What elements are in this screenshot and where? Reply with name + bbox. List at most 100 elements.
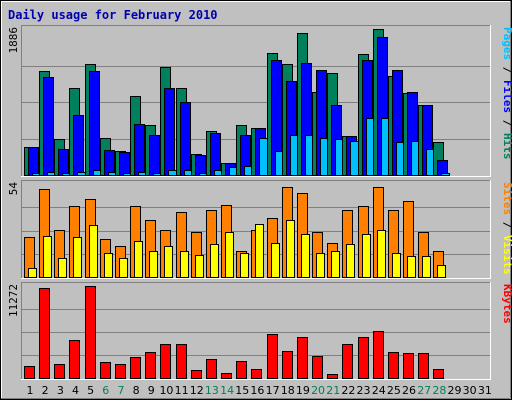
bar-visits-day-9 [149,251,158,278]
panel-hits-files-pages: 1886 Pages / Files / Hits [7,25,512,177]
bar-visits-day-1 [28,268,37,278]
x-tick-label-day-18: 18 [281,384,295,397]
legend-entry: Sites [501,182,512,215]
legend-entry: Hits [501,133,512,160]
bar-visits-day-18 [286,220,295,278]
x-tick-label-day-1: 1 [27,384,34,397]
bar-visits-day-27 [422,256,431,278]
bar-files-day-7 [119,152,130,176]
bars-kbytes [24,286,444,379]
bar-kbytes-day-1 [24,366,35,379]
bar-files-day-10 [164,88,175,176]
bar-kbytes-day-12 [191,370,202,379]
bar-visits-day-4 [73,237,82,278]
bar-visits-day-23 [362,234,371,278]
x-tick-label-day-11: 11 [175,384,189,397]
bar-kbytes-day-25 [388,352,399,379]
x-tick-label-day-15: 15 [235,384,249,397]
y-axis-max-label: 11272 [7,284,20,317]
bars-visits-sites [24,187,446,278]
bar-kbytes-day-5 [85,286,96,379]
x-tick-label-day-24: 24 [372,384,386,397]
bar-files-day-12 [195,155,206,176]
bar-kbytes-day-15 [236,361,247,379]
x-tick-label-day-30: 30 [463,384,477,397]
bar-pages-day-28 [441,173,450,176]
x-tick-label-day-21: 21 [326,384,340,397]
bar-visits-day-15 [240,253,249,278]
legend-entry: Files [501,80,512,113]
bar-kbytes-day-17 [267,334,278,379]
bar-visits-day-7 [119,258,128,278]
bar-visits-day-6 [104,253,113,278]
bar-kbytes-day-22 [342,344,353,379]
bar-pages-day-16 [259,138,268,176]
bar-kbytes-day-21 [327,374,338,379]
bar-visits-day-2 [43,236,52,278]
x-tick-label-day-16: 16 [250,384,264,397]
x-tick-label-day-20: 20 [311,384,325,397]
bar-visits-day-24 [377,230,386,278]
chart-title: Daily usage for February 2010 [8,8,218,22]
series-legend-label: Pages / Files / Hits [501,27,512,160]
legend-entry: / [501,215,512,235]
x-tick-label-day-6: 6 [102,384,109,397]
x-tick-label-day-8: 8 [133,384,140,397]
x-tick-label-day-22: 22 [341,384,355,397]
bar-visits-day-22 [346,244,355,278]
bar-kbytes-day-20 [312,356,323,379]
x-tick-label-day-28: 28 [432,384,446,397]
x-tick-label-day-23: 23 [357,384,371,397]
x-tick-label-day-3: 3 [57,384,64,397]
x-tick-label-day-4: 4 [72,384,79,397]
bar-files-day-13 [210,133,221,176]
x-tick-label-day-9: 9 [148,384,155,397]
bar-kbytes-day-10 [160,344,171,379]
bar-visits-day-11 [180,251,189,278]
bars-hits-files-pages [24,29,450,176]
bar-kbytes-day-27 [418,353,429,379]
bar-kbytes-day-14 [221,373,232,379]
bar-files-day-8 [134,124,145,176]
bar-visits-day-5 [89,225,98,278]
bar-kbytes-day-8 [130,357,141,379]
bar-kbytes-day-26 [403,353,414,379]
panel-kbytes: 11272 KBytes [7,282,512,380]
bar-kbytes-day-6 [100,362,111,379]
x-tick-label-day-5: 5 [87,384,94,397]
x-tick-label-day-14: 14 [220,384,234,397]
legend-entry: Pages [501,27,512,60]
x-axis-day-labels: 1 2 3 4 5 6 7 8 9 10 11 12 13 14 15 16 17 18 19 20 21 22 23 24 2… [27,384,492,397]
bar-visits-day-26 [407,256,416,278]
y-axis-max-label: 1886 [7,27,20,54]
bar-kbytes-day-4 [69,340,80,379]
x-tick-label-day-17: 17 [266,384,280,397]
x-tick-label-day-19: 19 [296,384,310,397]
bar-kbytes-day-3 [54,364,65,379]
bar-kbytes-day-11 [176,344,187,379]
bar-files-day-4 [73,115,84,176]
bar-kbytes-day-16 [251,369,262,379]
x-tick-label-day-2: 2 [42,384,49,397]
bar-visits-day-28 [437,265,446,278]
bar-files-day-9 [149,135,160,176]
legend-entry: Visits [501,235,512,275]
x-tick-label-day-27: 27 [417,384,431,397]
bar-kbytes-day-23 [358,337,369,379]
legend-entry: / [501,60,512,80]
bar-kbytes-day-9 [145,352,156,379]
y-axis-max-label: 54 [7,182,20,196]
bar-visits-day-12 [195,255,204,278]
x-tick-label-day-13: 13 [205,384,219,397]
bar-visits-day-21 [331,251,340,278]
x-tick-label-day-10: 10 [159,384,173,397]
x-tick-label-day-7: 7 [117,384,124,397]
bar-visits-day-19 [301,234,310,278]
bar-kbytes-day-28 [433,369,444,379]
bar-pages-day-22 [350,141,359,176]
series-legend-label: Sites / Visits [501,182,512,275]
legend-entry: KBytes [501,284,512,324]
x-tick-label-day-12: 12 [190,384,204,397]
series-legend-label: KBytes [501,284,512,324]
